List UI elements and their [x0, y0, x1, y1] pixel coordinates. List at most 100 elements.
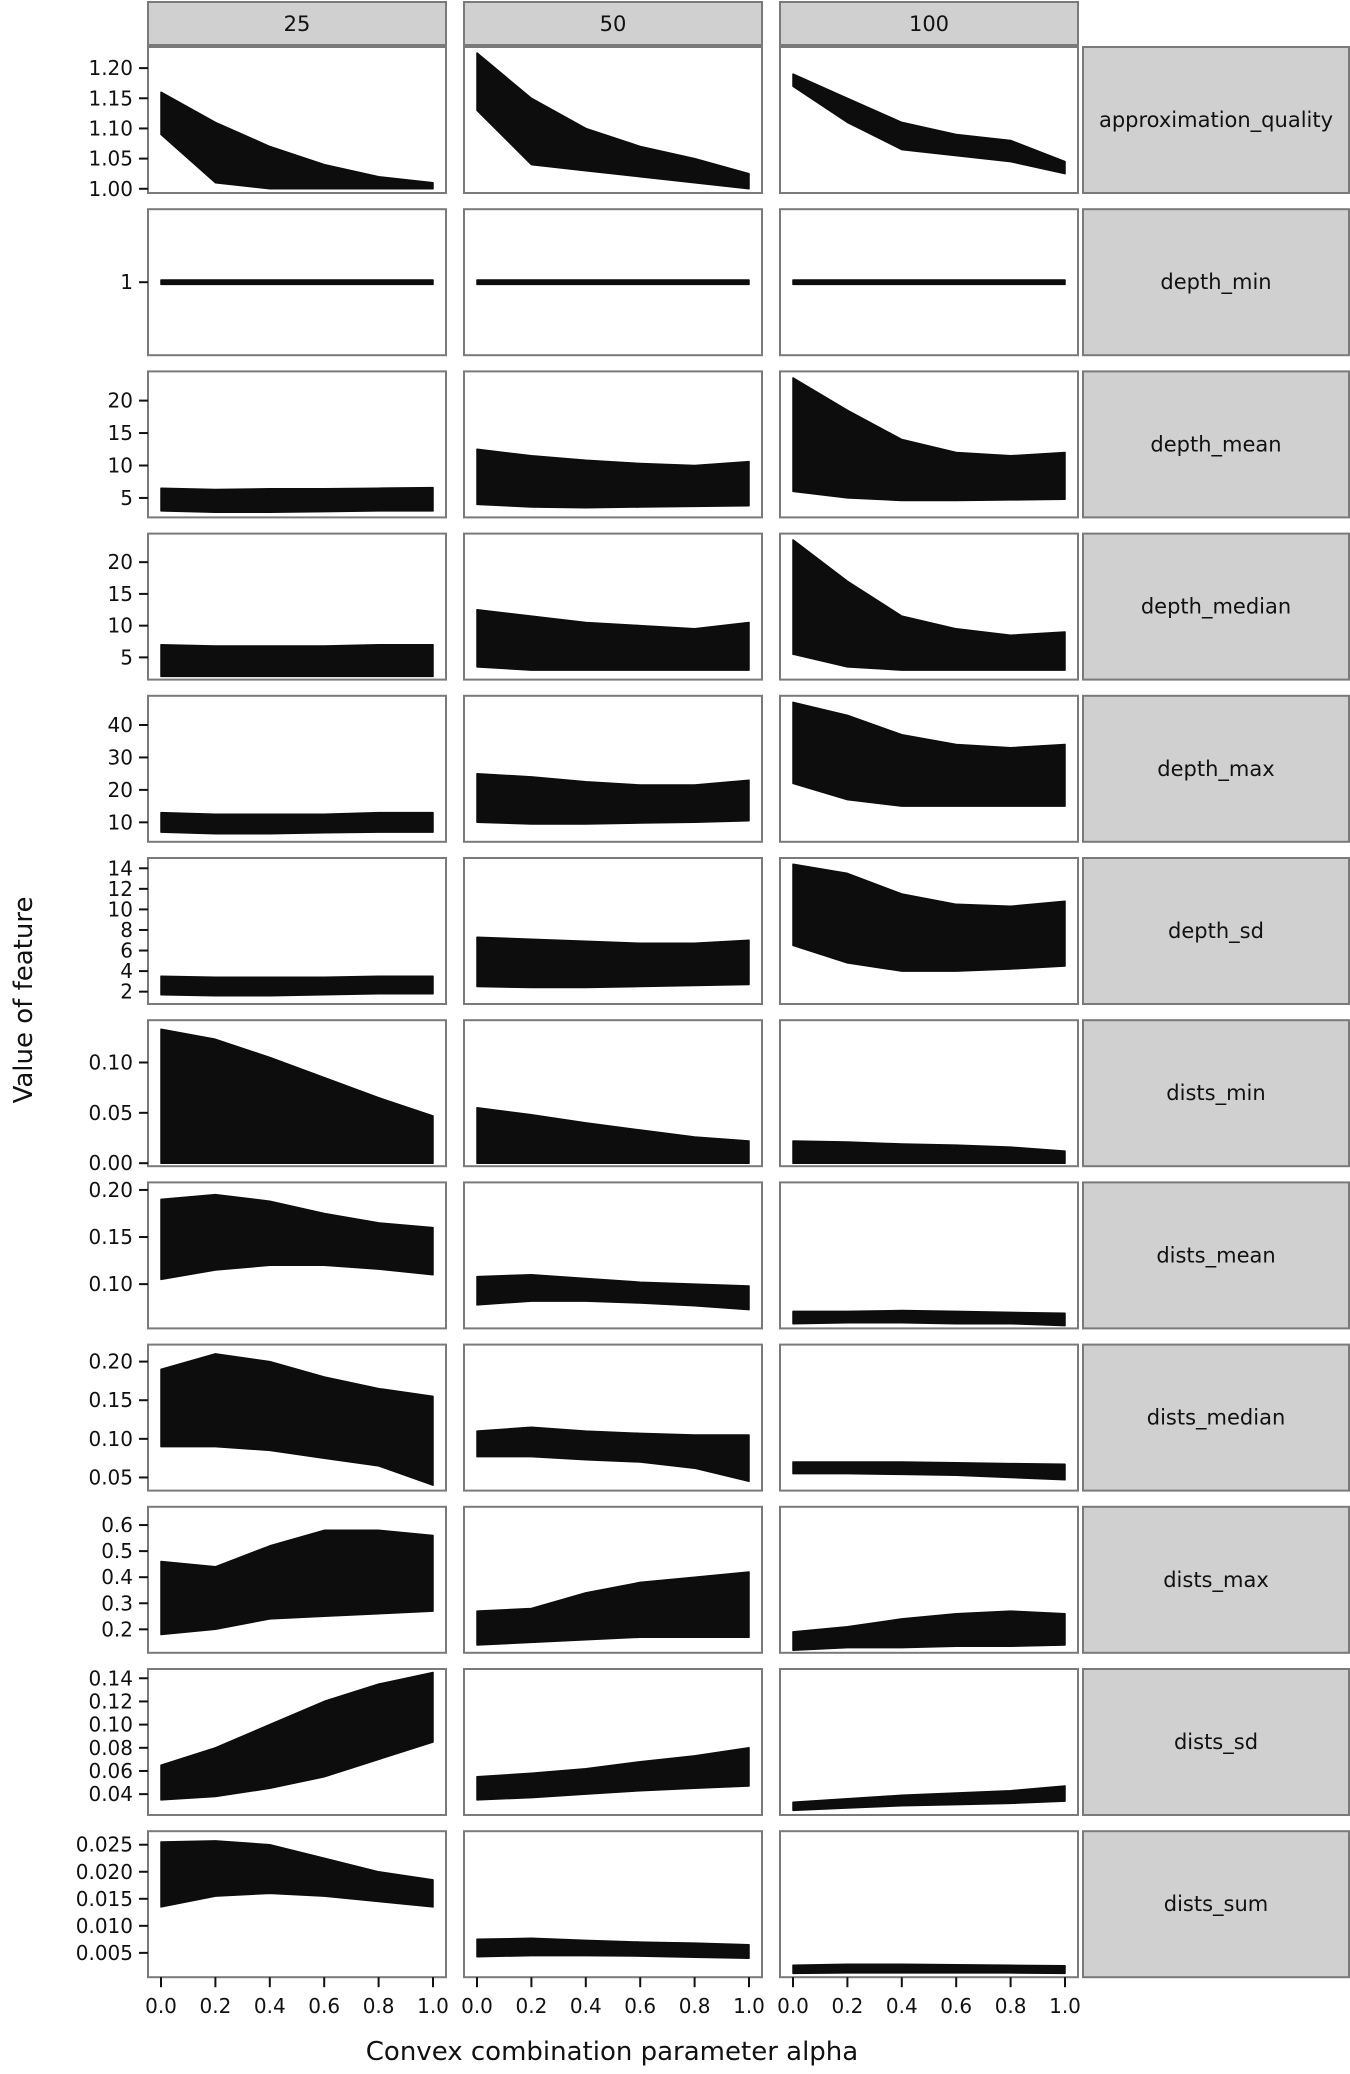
- series-band: [160, 1028, 434, 1164]
- series-band: [476, 279, 750, 286]
- x-tick-label: 0.0: [461, 1994, 493, 2018]
- x-tick-label: 0.8: [995, 1994, 1027, 2018]
- y-tick-label: 40: [108, 713, 133, 737]
- row-strip: [1082, 857, 1350, 1005]
- y-tick-label: 0.15: [88, 1388, 133, 1412]
- row-strip: [1082, 1668, 1350, 1816]
- series-band: [792, 1963, 1066, 1975]
- panel: [779, 46, 1079, 194]
- row-strip-label: depth_median: [1141, 595, 1291, 620]
- series-band: [476, 1937, 750, 1960]
- x-tick-label: 0.2: [199, 1994, 231, 2018]
- y-tick-label: 0.08: [88, 1736, 133, 1760]
- y-tick-label: 15: [108, 421, 133, 445]
- y-tick-label: 0.15: [88, 1225, 133, 1249]
- y-tick-label: 10: [108, 897, 133, 921]
- y-tick-label: 0.14: [88, 1666, 133, 1690]
- series-band: [476, 1107, 750, 1164]
- x-tick-label: 0.6: [624, 1994, 656, 2018]
- series-band: [160, 91, 434, 190]
- y-tick-label: 20: [108, 389, 133, 413]
- y-tick-label: 0.005: [76, 1941, 133, 1965]
- x-tick-label: 0.8: [363, 1994, 395, 2018]
- y-axis-title: Value of feature: [9, 897, 39, 1104]
- series-band: [476, 1273, 750, 1311]
- x-axis-title: Convex combination parameter alpha: [366, 2037, 858, 2067]
- x-tick-label: 0.8: [679, 1994, 711, 2018]
- y-tick-label: 0.10: [88, 1713, 133, 1737]
- series-band: [792, 1785, 1066, 1812]
- y-tick-label: 14: [108, 856, 133, 880]
- y-tick-label: 4: [120, 959, 133, 983]
- series-band: [160, 1193, 434, 1281]
- y-tick-label: 0.025: [76, 1833, 133, 1857]
- row-strip-label: dists_max: [1163, 1568, 1269, 1593]
- x-tick-label: 0.4: [254, 1994, 286, 2018]
- y-tick-label: 1.10: [88, 116, 133, 140]
- series-band: [792, 1140, 1066, 1164]
- series-band: [792, 701, 1066, 807]
- y-tick-label: 10: [108, 810, 133, 834]
- x-tick-label: 0.0: [777, 1994, 809, 2018]
- series-band: [160, 643, 434, 678]
- y-tick-label: 5: [120, 645, 133, 669]
- panels: [147, 46, 1079, 1979]
- series-band: [476, 772, 750, 825]
- column-strip: [463, 1, 763, 46]
- y-tick-label: 0.010: [76, 1914, 133, 1938]
- y-tick-label: 0.00: [88, 1151, 133, 1175]
- x-tick-label: 0.0: [145, 1994, 177, 2018]
- series-band: [476, 1571, 750, 1646]
- series-band: [476, 609, 750, 671]
- row-strip: [1082, 532, 1350, 681]
- series-band: [476, 448, 750, 509]
- y-tick-label: 0.5: [101, 1539, 133, 1563]
- y-tick-label: 0.015: [76, 1887, 133, 1911]
- column-strip-label: 100: [909, 12, 949, 36]
- x-tick-label: 0.6: [308, 1994, 340, 2018]
- series-band: [160, 1840, 434, 1908]
- y-tick-label: 2: [120, 980, 133, 1004]
- row-strip-label: dists_median: [1147, 1406, 1286, 1431]
- y-tick-label: 1.00: [88, 177, 133, 201]
- column-strip-label: 25: [284, 12, 311, 36]
- x-tick-label: 0.4: [570, 1994, 602, 2018]
- row-strip-label: approximation_quality: [1099, 108, 1333, 133]
- row-strip-label: depth_max: [1157, 757, 1274, 782]
- row-strips: approximation_quality depth_min depth_mean…: [1082, 46, 1350, 1979]
- row-strip: [1082, 370, 1350, 519]
- x-tick-label: 1.0: [733, 1994, 765, 2018]
- series-band: [160, 279, 434, 286]
- y-tick-label: 20: [108, 778, 133, 802]
- row-strip-label: depth_min: [1160, 270, 1271, 295]
- y-tick-label: 0.04: [88, 1782, 133, 1806]
- y-tick-label: 0.6: [101, 1513, 133, 1537]
- y-tick-label: 12: [108, 877, 133, 901]
- y-tick-label: 0.12: [88, 1689, 133, 1713]
- column-strip: [147, 1, 447, 46]
- series-band: [160, 1353, 434, 1486]
- column-strip-label: 50: [600, 12, 627, 36]
- row-strip: [1082, 1181, 1350, 1330]
- y-tick-label: 1.15: [88, 86, 133, 110]
- row-strip-label: dists_sd: [1174, 1730, 1258, 1755]
- row-strip-label: depth_mean: [1150, 432, 1281, 457]
- y-tick-label: 0.20: [88, 1178, 133, 1202]
- y-tick-label: 5: [120, 486, 133, 510]
- series-band: [792, 863, 1066, 972]
- row-strip: [1082, 1830, 1350, 1979]
- row-strip: [1082, 46, 1350, 194]
- y-tick-label: 0.4: [101, 1565, 133, 1589]
- y-tick-label: 1: [120, 270, 133, 294]
- row-strip-label: depth_sd: [1168, 919, 1264, 944]
- series-band: [476, 1426, 750, 1483]
- y-tick-label: 0.10: [88, 1427, 133, 1451]
- series-band: [792, 279, 1066, 286]
- column-strips: 25 50 100: [147, 1, 1079, 46]
- y-tick-label: 30: [108, 745, 133, 769]
- y-tick-label: 8: [120, 918, 133, 942]
- panel: [779, 1830, 1079, 1979]
- series-band: [476, 1747, 750, 1801]
- y-tick-label: 0.10: [88, 1272, 133, 1296]
- series-band: [160, 486, 434, 513]
